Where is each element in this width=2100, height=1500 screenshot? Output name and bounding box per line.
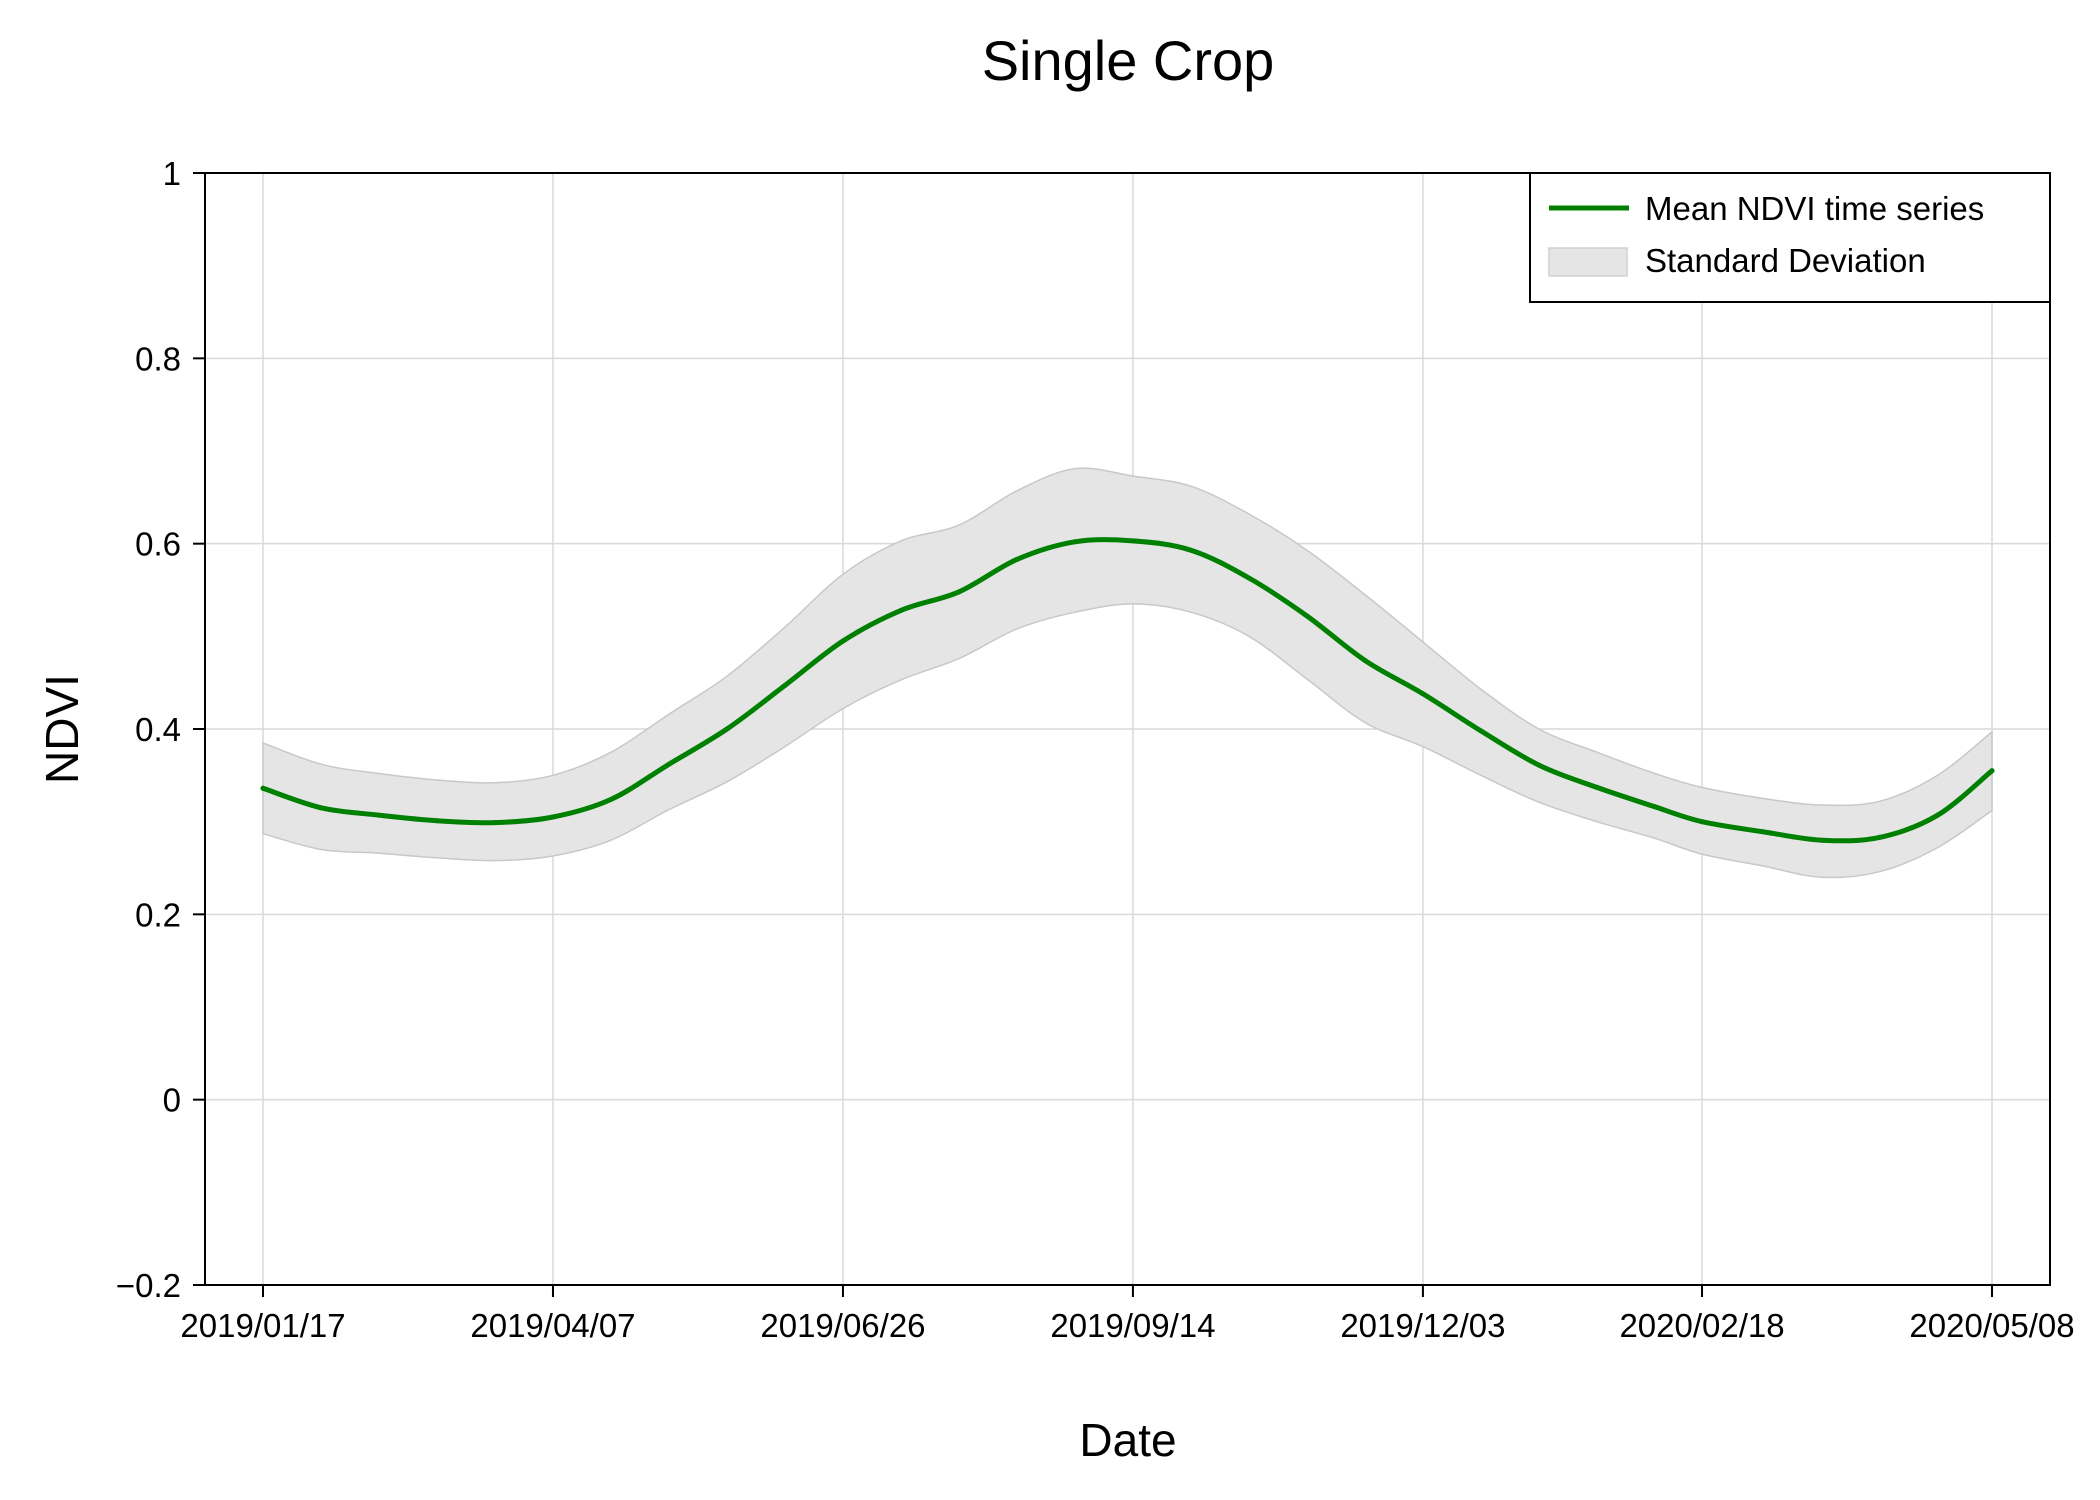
x-axis-ticks: 2019/01/17 2019/04/07 2019/06/26 2019/09/14… [180,1285,2075,1344]
legend-box [1529,172,2051,303]
x-tick-label: 2020/05/08 [1909,1307,2074,1344]
mean-ndvi-point [1652,804,1658,810]
y-tick-label: 0.8 [135,340,181,377]
mean-ndvi-point [1246,575,1252,581]
x-tick-label: 2019/06/26 [760,1307,925,1344]
mean-ndvi-point [782,682,788,688]
mean-ndvi-point [1594,784,1600,790]
y-tick-label: 1 [163,155,181,192]
mean-ndvi-points [260,538,1995,843]
mean-ndvi-point [1536,762,1542,768]
mean-ndvi-point [956,589,962,595]
mean-ndvi-point [1819,837,1825,843]
mean-ndvi-point [898,607,904,613]
mean-ndvi-point [1014,556,1020,562]
mean-ndvi-point [1877,834,1883,840]
mean-ndvi-point [1935,812,1941,818]
mean-ndvi-point [1478,728,1484,734]
y-tick-label: 0.2 [135,896,181,933]
mean-ndvi-point [1304,613,1310,619]
y-tick-label: 0.4 [135,711,181,748]
mean-ndvi-point [1362,657,1368,663]
mean-ndvi-point [608,796,614,802]
legend-std-label: Standard Deviation [1645,242,1926,279]
x-tick-label: 2019/12/03 [1340,1307,1505,1344]
y-tick-label: −0.2 [116,1267,181,1304]
x-tick-label: 2020/02/18 [1619,1307,1784,1344]
mean-ndvi-point [1188,547,1194,553]
grid [205,172,2050,1286]
mean-ndvi-point [840,638,846,644]
y-axis-ticks: −0.2 0 0.2 0.4 0.6 0.8 1 [116,155,205,1304]
mean-ndvi-point [1420,691,1426,697]
mean-ndvi-point [1989,768,1995,774]
y-axis-label: NDVI [36,674,88,784]
mean-ndvi-point [1761,829,1767,835]
mean-ndvi-point [376,812,382,818]
mean-ndvi-point [550,814,556,820]
mean-ndvi-point [1699,819,1705,825]
x-axis-label: Date [1079,1414,1176,1466]
mean-ndvi-point [1130,538,1136,544]
mean-ndvi-point [666,761,672,767]
mean-ndvi-point [724,726,730,732]
y-tick-label: 0.6 [135,526,181,563]
legend-mean-label: Mean NDVI time series [1645,190,1984,227]
mean-ndvi-point [260,785,266,791]
mean-ndvi-point [492,820,498,826]
mean-ndvi-point [434,818,440,824]
x-tick-label: 2019/01/17 [180,1307,345,1344]
x-tick-label: 2019/09/14 [1050,1307,1215,1344]
y-tick-label: 0 [163,1082,181,1119]
chart-title: Single Crop [982,29,1275,92]
mean-ndvi-point [318,805,324,811]
mean-ndvi-point [1072,539,1078,545]
std-dev-band [262,467,1993,879]
legend-std-swatch [1548,247,1628,277]
x-tick-label: 2019/04/07 [470,1307,635,1344]
legend: Mean NDVI time series Standard Deviation [1529,172,2051,303]
